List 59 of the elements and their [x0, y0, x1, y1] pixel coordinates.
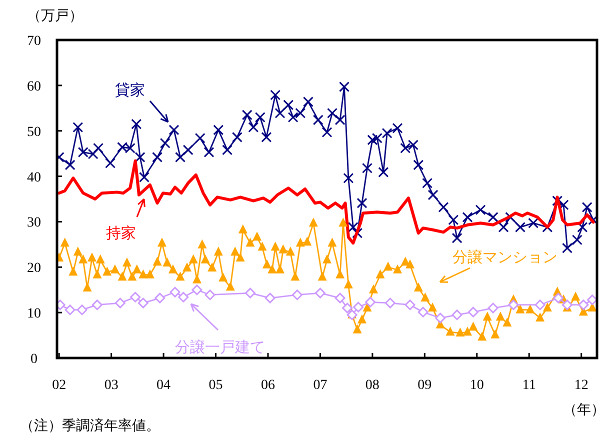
point: [353, 302, 364, 312]
y-tick-label: 60: [27, 79, 41, 94]
x-tick-label: 08: [365, 378, 380, 393]
point: [64, 304, 76, 316]
x-tick-label: 11: [522, 378, 536, 393]
point: [488, 302, 498, 314]
x-tick-label: 04: [156, 378, 171, 393]
x-tick-label: 12: [574, 378, 588, 393]
y-tick-label: 20: [27, 261, 41, 276]
point: [114, 298, 126, 308]
point: [508, 300, 519, 310]
point: [192, 284, 202, 296]
y-tick-label: 30: [27, 216, 41, 231]
point: [468, 306, 478, 318]
point: [154, 292, 166, 304]
x-tick-label: 07: [313, 378, 328, 393]
line-series: [58, 159, 595, 245]
point: [587, 294, 597, 306]
x-axis-title: （年）: [563, 402, 603, 418]
y-tick-label: 10: [27, 306, 41, 322]
point: [534, 300, 546, 310]
point: [170, 286, 180, 298]
text: （注）季調済年率値。: [20, 418, 160, 433]
y-tick-label: 50: [27, 124, 41, 140]
x-tick-label: 02: [52, 378, 66, 393]
point: [314, 288, 326, 298]
point: [342, 302, 353, 314]
point: [76, 304, 88, 316]
point: [264, 292, 276, 304]
point: [178, 292, 189, 302]
point: [384, 298, 396, 308]
point: [562, 300, 572, 310]
legend-label: 分譲一戸建て: [175, 339, 265, 356]
point: [244, 288, 256, 298]
point: [138, 298, 148, 308]
point: [92, 300, 102, 310]
point: [365, 296, 376, 308]
point: [292, 290, 302, 300]
series-label: 分譲マンション: [452, 249, 558, 266]
point: [418, 306, 428, 318]
point: [452, 310, 462, 320]
point: [404, 300, 416, 310]
point: [334, 292, 346, 304]
y-tick-label: 40: [27, 170, 41, 186]
y-tick-label: 0: [30, 352, 38, 367]
point: [578, 300, 589, 310]
point: [204, 290, 216, 300]
y-tick-label: 70: [27, 34, 41, 49]
x-tick-label: 10: [470, 378, 484, 393]
x-tick-label: 05: [208, 378, 223, 393]
legend-label: 持家: [106, 225, 136, 242]
point: [130, 292, 141, 302]
x-tick-label: 03: [104, 378, 118, 393]
y-axis-title: （万戸）: [27, 9, 83, 24]
point: [553, 292, 564, 304]
point: [435, 312, 446, 324]
x-tick-label: 09: [418, 378, 432, 393]
series-label: 貸家: [115, 82, 145, 99]
x-tick-label: 06: [260, 378, 275, 393]
